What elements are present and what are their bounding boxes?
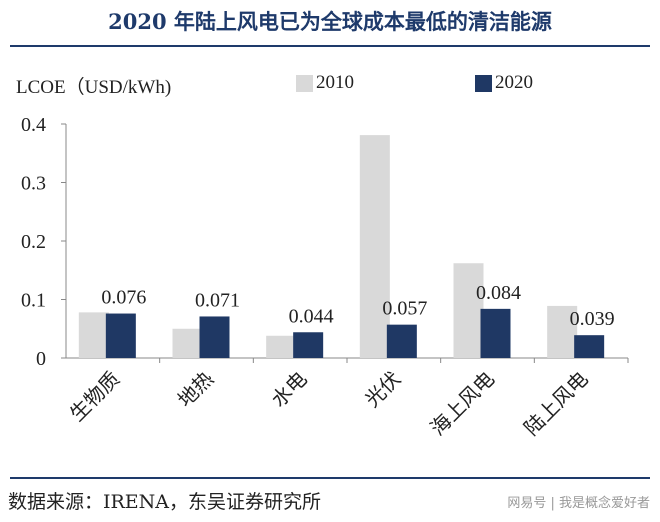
legend-label-2010: 2010 [316,72,354,93]
y-tick-label: 0.1 [21,290,46,312]
x-tick-label: 陆上风电 [519,367,593,441]
bar-chart: 0 0.1 0.2 0.3 0.4 0.076 生物质 0.071 地热 0.044 水电 0.057… [21,114,629,441]
bar-2020-0 [105,313,136,358]
data-label: 0.076 [101,287,146,309]
data-label: 0.084 [476,282,521,304]
bar-2020-5 [574,335,605,358]
bar-2020-4 [480,308,511,358]
legend-swatch-2010 [296,74,313,92]
y-tick-label: 0.2 [21,231,46,253]
data-label: 0.057 [382,298,427,320]
x-tick-label: 海上风电 [425,367,499,441]
y-tick-label: 0.3 [21,173,46,195]
watermark: 网易号 | 我是概念爱好者 [507,496,650,511]
x-tick-label: 生物质 [65,367,124,426]
bar-2010-5 [547,305,578,358]
x-tick-label: 水电 [266,367,311,412]
chart-title: 2020 年陆上风电已为全球成本最低的清洁能源 [108,9,552,34]
data-label: 0.044 [289,305,334,327]
bar-2020-1 [199,316,230,358]
legend-item-2010: 2010 [296,72,354,94]
y-tick-label: 0 [36,348,46,370]
bar-2020-2 [293,332,324,358]
y-axis-title: LCOE（USD/kWh) [16,77,172,98]
data-label: 0.039 [570,308,615,330]
bar-2010-2 [266,335,297,358]
y-tick-label: 0.4 [21,114,46,136]
bar-2020-3 [386,324,417,358]
bar-2010-0 [78,312,109,358]
legend-swatch-2020 [475,74,492,92]
legend-label-2020: 2020 [495,72,533,93]
source-rule [10,477,650,479]
legend-item-2020: 2020 [475,72,533,94]
title-rule [10,45,650,47]
source-note: 数据来源：IRENA，东吴证券研究所 [8,491,322,513]
bar-2010-4 [453,263,484,358]
bar-2010-1 [172,328,203,358]
data-label: 0.071 [195,289,240,311]
x-tick-label: 地热 [173,367,218,412]
bar-2010-3 [359,135,390,358]
x-tick-label: 光伏 [360,367,405,412]
